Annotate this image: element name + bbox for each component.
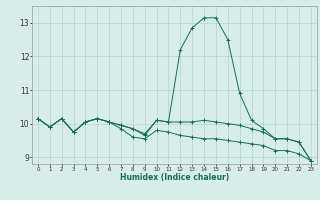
X-axis label: Humidex (Indice chaleur): Humidex (Indice chaleur) — [120, 173, 229, 182]
